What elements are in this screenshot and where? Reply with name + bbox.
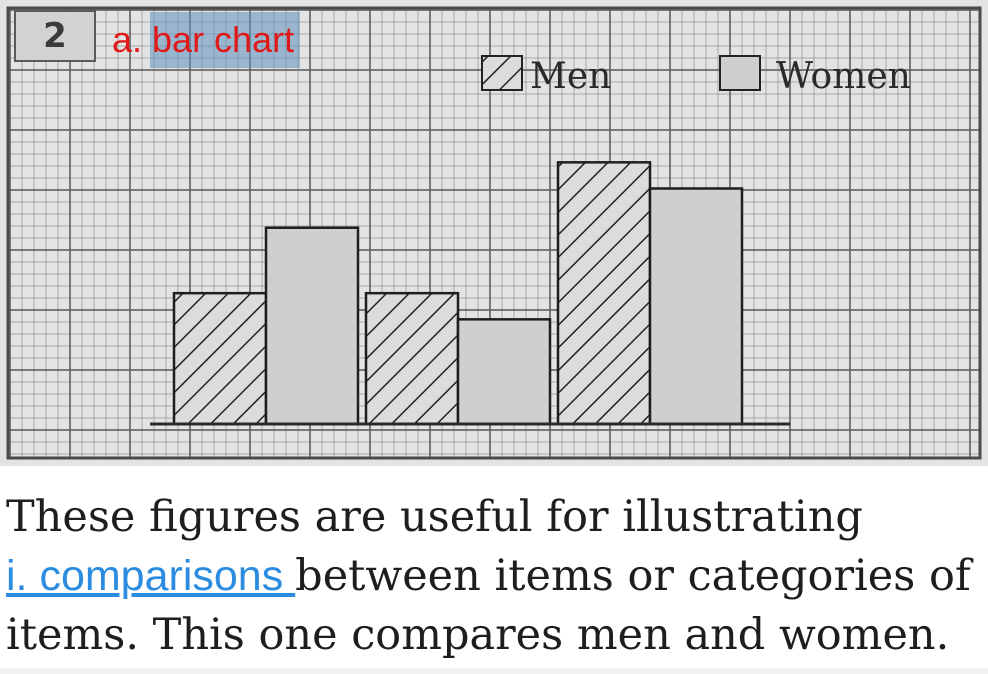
chart-legend: Men Women [481, 55, 911, 97]
legend-label-men: Men [530, 56, 611, 97]
grid-major-lines [8, 8, 980, 458]
answer-label: a. bar chart [106, 12, 301, 68]
page-bottom-edge [0, 668, 988, 674]
question-number-box: 2 [14, 10, 96, 62]
bar-women-3 [648, 187, 744, 426]
question-number: 2 [43, 16, 67, 56]
passage-line-1: These figures are useful for illustratin… [6, 492, 863, 542]
legend-label-women: Women [776, 56, 911, 97]
legend-swatch-men [481, 55, 523, 91]
bar-chart-figure: Men Women 2 a. bar chart [0, 0, 988, 466]
bar-men-2 [364, 291, 460, 426]
bar-men-3 [556, 161, 652, 426]
passage-line-2: between items or categories of [295, 551, 971, 601]
passage-paragraph: These figures are useful for illustratin… [6, 488, 972, 665]
legend-swatch-women [719, 55, 761, 91]
answer-blank: i. comparisons [6, 552, 296, 600]
passage-line-3: items. This one compares men and women. [6, 610, 950, 660]
plot-frame [6, 6, 982, 460]
bars-group [172, 161, 744, 426]
bar-men-1 [172, 291, 268, 426]
bar-chart: Men Women [6, 6, 982, 460]
bar-women-2 [456, 318, 552, 426]
bar-women-1 [264, 226, 360, 426]
